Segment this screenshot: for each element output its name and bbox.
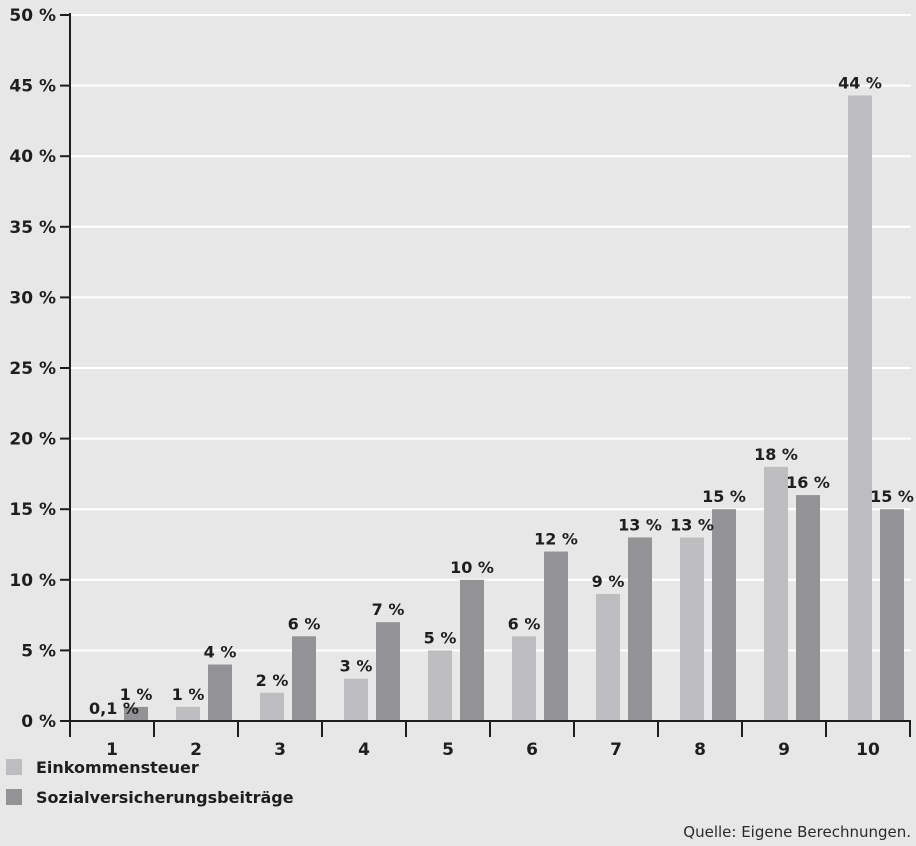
data-label: 15 % — [870, 487, 914, 506]
gridlines — [70, 14, 911, 652]
x-tick-label: 8 — [694, 740, 706, 760]
bar — [208, 664, 232, 721]
x-tick-label: 10 — [856, 740, 880, 760]
legend-label: Sozialversicherungsbeiträge — [36, 788, 294, 807]
x-tick-label: 2 — [190, 740, 202, 760]
data-label: 10 % — [450, 558, 494, 577]
data-label: 44 % — [838, 73, 882, 92]
bar — [376, 622, 400, 721]
bar — [544, 551, 568, 721]
bar — [764, 466, 788, 721]
data-label: 6 % — [508, 614, 541, 633]
bar — [596, 593, 620, 721]
data-label: 16 % — [786, 473, 830, 492]
data-label: 0,1 % — [89, 699, 139, 718]
y-tick-label: 20 % — [9, 430, 56, 450]
data-label: 1 % — [172, 685, 205, 704]
data-label: 13 % — [670, 515, 714, 534]
data-label: 13 % — [618, 515, 662, 534]
y-tick-label: 10 % — [9, 571, 56, 591]
bar — [428, 650, 452, 721]
y-tick-label: 5 % — [21, 641, 56, 661]
data-label: 5 % — [424, 628, 457, 647]
y-tick-label: 0 % — [21, 712, 56, 732]
data-label: 9 % — [592, 572, 625, 591]
bar — [712, 509, 736, 721]
legend-label: Einkommensteuer — [36, 758, 199, 777]
bar — [628, 537, 652, 721]
data-labels: 0,1 %1 % 1 %4 %2 %6 %3 %7 %5 %10 %6 %12 %… — [89, 73, 914, 718]
bar — [460, 579, 484, 721]
y-tick-label: 15 % — [9, 500, 56, 520]
bar — [880, 509, 904, 721]
y-tick-label: 35 % — [9, 218, 56, 238]
data-label: 4 % — [204, 643, 237, 662]
source-note: Quelle: Eigene Berechnungen. — [683, 823, 911, 841]
legend-swatch — [6, 759, 22, 775]
bar — [680, 537, 704, 721]
axes: 0 %5 %10 %15 %20 %25 %30 %35 %40 %45 %50… — [9, 6, 911, 760]
bars — [92, 95, 904, 721]
bar — [848, 95, 872, 721]
x-tick-label: 1 — [106, 740, 118, 760]
bar — [512, 636, 536, 721]
data-label: 6 % — [288, 614, 321, 633]
legend: Einkommensteuer Sozialversicherungsbeiträ… — [6, 758, 294, 807]
data-label: 12 % — [534, 530, 578, 549]
x-tick-label: 4 — [358, 740, 370, 760]
bar — [260, 692, 284, 721]
y-tick-label: 30 % — [9, 288, 56, 308]
data-label: 18 % — [754, 445, 798, 464]
bar — [176, 706, 200, 721]
x-tick-label: 6 — [526, 740, 538, 760]
data-label: 1 % — [120, 685, 153, 704]
bar — [292, 636, 316, 721]
x-tick-label: 7 — [610, 740, 622, 760]
y-tick-label: 25 % — [9, 359, 56, 379]
bar — [344, 678, 368, 721]
data-label: 7 % — [372, 600, 405, 619]
y-tick-label: 40 % — [9, 147, 56, 167]
data-label: 3 % — [340, 657, 373, 676]
x-tick-label: 5 — [442, 740, 454, 760]
data-label: 15 % — [702, 487, 746, 506]
data-label: 2 % — [256, 671, 289, 690]
legend-swatch — [6, 789, 22, 805]
x-tick-label: 3 — [274, 740, 286, 760]
bar — [124, 706, 148, 721]
y-tick-label: 45 % — [9, 77, 56, 97]
y-tick-label: 50 % — [9, 6, 56, 26]
x-tick-label: 9 — [778, 740, 790, 760]
bar — [796, 495, 820, 721]
